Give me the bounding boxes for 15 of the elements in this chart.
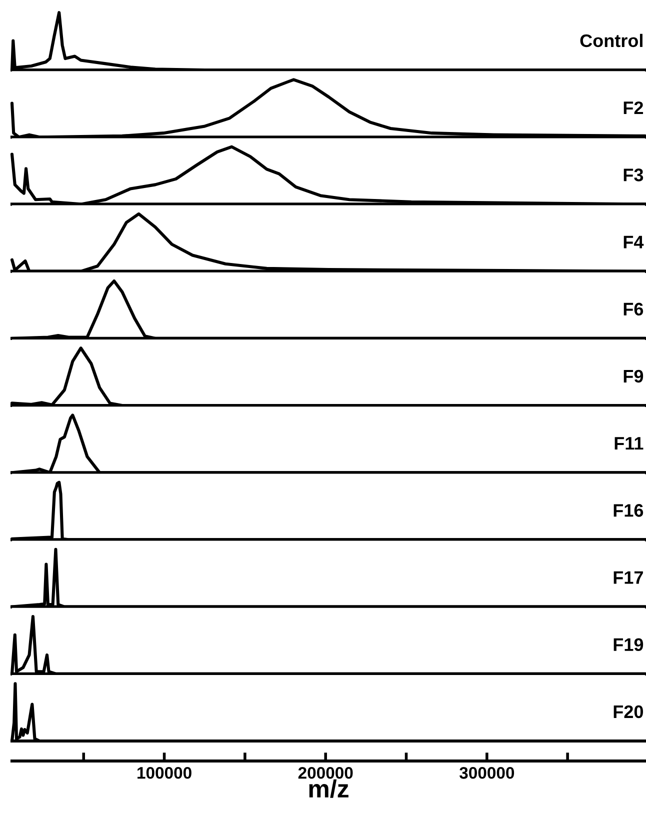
series-label: F17 [614,571,643,584]
series-label: F4 [624,236,644,248]
series-label: F19 [614,638,644,652]
series-label: F2 [624,101,644,114]
series-label: F16 [614,504,644,517]
series-label: F9 [624,370,644,383]
series-label: F11 [614,437,644,450]
series-label: F20 [614,705,643,718]
series-label: F3 [624,168,644,182]
series-label: F6 [624,302,644,316]
x-tick-label: 200000 [298,766,353,779]
x-axis-title: m/z [309,779,348,798]
series-label: Control [580,34,642,48]
x-tick-label: 100000 [138,766,192,779]
x-tick-label: 300000 [459,766,514,779]
